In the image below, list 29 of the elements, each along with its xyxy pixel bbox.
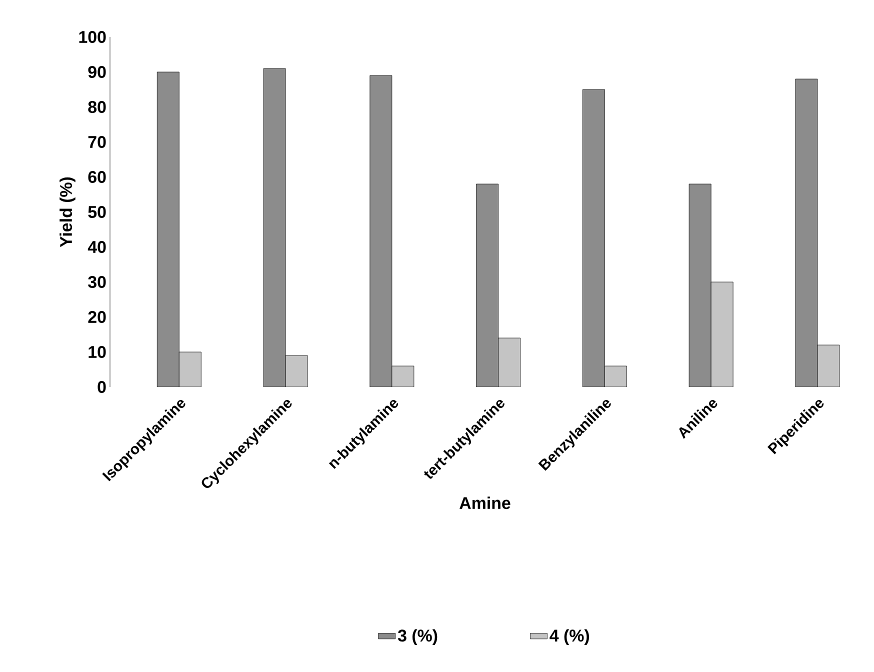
- bar: [498, 338, 521, 387]
- y-tick-label: 100: [79, 31, 106, 43]
- y-tick-label: 90: [88, 66, 106, 78]
- bar: [795, 78, 818, 387]
- bar: [263, 68, 286, 387]
- y-tick-label: 40: [88, 241, 106, 253]
- y-tick-label: 30: [88, 276, 106, 288]
- bar: [285, 355, 308, 387]
- bar: [817, 344, 840, 387]
- y-tick-label: 0: [98, 381, 106, 393]
- legend-label: 4 (%): [550, 629, 590, 645]
- bar: [156, 72, 180, 387]
- bar: [710, 282, 734, 387]
- y-axis-title: Yield (%): [60, 177, 76, 248]
- y-tick-label: 20: [88, 311, 106, 323]
- bar: [688, 184, 712, 387]
- bar: [392, 366, 414, 387]
- y-tick-label: 10: [88, 346, 106, 358]
- y-tick-label: 60: [88, 171, 106, 183]
- bar: [604, 366, 627, 387]
- bar: [582, 89, 605, 387]
- y-tick-label: 70: [88, 136, 106, 148]
- bar: [476, 184, 499, 387]
- y-tick-label: 80: [88, 101, 106, 113]
- legend-label: 3 (%): [398, 629, 438, 645]
- x-axis-title: Amine: [460, 496, 510, 510]
- y-tick-label: 50: [88, 206, 106, 218]
- bar: [370, 75, 392, 387]
- bar: [178, 352, 202, 387]
